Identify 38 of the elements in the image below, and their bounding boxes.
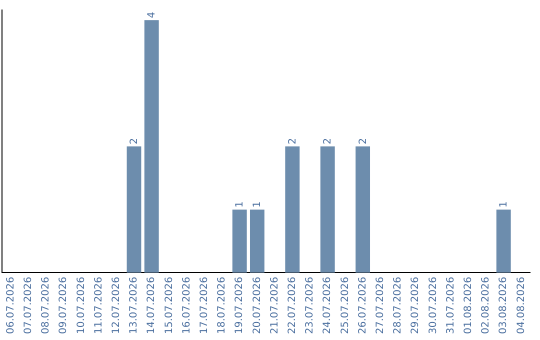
data-label: 2: [287, 138, 298, 144]
x-tick-label: 15.07.2026: [164, 276, 175, 334]
x-tick-label: 17.07.2026: [198, 276, 210, 334]
x-tick-label: 27.07.2026: [374, 276, 386, 334]
x-tick-label: 28.07.2026: [392, 276, 404, 334]
x-tick-label: 11.07.2026: [93, 276, 104, 334]
x-tick-label: 24.07.2026: [322, 276, 334, 334]
x-tick-label: 12.07.2026: [110, 276, 122, 334]
data-label: 1: [498, 201, 510, 208]
x-tick-label: 13.07.2026: [128, 276, 140, 334]
data-label: 2: [322, 138, 334, 144]
x-tick-label: 20.07.2026: [252, 276, 263, 334]
x-tick-label: 16.07.2026: [181, 276, 192, 334]
x-tick-label: 21.07.2026: [269, 276, 280, 334]
x-tick-label: 02.08.2026: [480, 276, 492, 334]
x-tick-label: 06.07.2026: [5, 276, 16, 334]
x-tick-label: 25.07.2026: [340, 276, 351, 334]
x-tick-label: 03.08.2026: [498, 276, 510, 334]
x-tick-label: 10.07.2026: [76, 276, 87, 334]
x-tick-label: 04.08.2026: [516, 276, 527, 334]
x-tick-label: 23.07.2026: [304, 276, 316, 334]
data-label: 2: [358, 138, 369, 144]
x-tick-label: 30.07.2026: [428, 276, 439, 334]
data-label: 1: [252, 201, 264, 208]
x-tick-label: 07.07.2026: [22, 276, 34, 334]
x-tick-label: 22.07.2026: [286, 276, 298, 334]
data-label: 4: [146, 12, 158, 18]
x-tick-label: 09.07.2026: [58, 276, 70, 334]
x-tick-label: 19.07.2026: [234, 276, 246, 334]
x-tick-label: 26.07.2026: [357, 276, 368, 334]
x-tick-label: 14.07.2026: [146, 276, 158, 334]
data-label: 2: [129, 138, 140, 144]
x-tick-label: 01.08.2026: [462, 276, 474, 334]
x-tick-label: 31.07.2026: [445, 276, 456, 334]
data-label: 1: [234, 201, 246, 208]
x-tick-label: 29.07.2026: [410, 276, 422, 334]
x-tick-label: 08.07.2026: [40, 276, 52, 334]
x-tick-label: 18.07.2026: [216, 276, 228, 334]
